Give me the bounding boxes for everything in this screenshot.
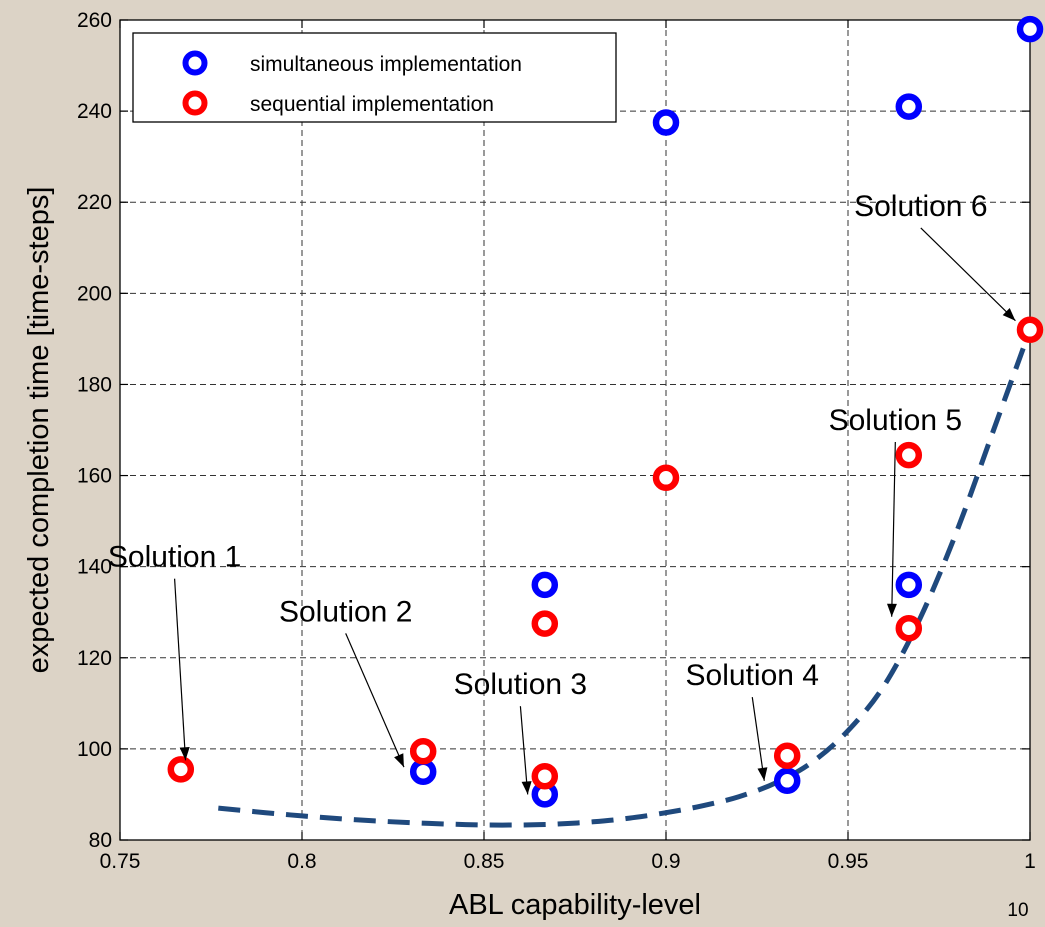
annotation-arrow-line: [891, 441, 896, 617]
annotation-label: Solution 1: [108, 541, 241, 574]
legend-marker-sequential: [182, 90, 208, 116]
annotations: Solution 1 Solution 2 Solution 3 Solution 4…: [108, 190, 1016, 795]
plot-area: [120, 20, 1030, 840]
annotation-label: Solution 5: [829, 404, 962, 437]
annotation-arrow-line: [920, 227, 1016, 322]
point-sequential: [531, 762, 559, 790]
data-points: [167, 15, 1044, 808]
annotation-arrow-line: [345, 633, 405, 768]
axis-ticks: [119, 19, 1031, 841]
y-tick-label: 120: [77, 647, 112, 670]
annotation-arrow-line: [174, 578, 187, 761]
y-tick-label: 260: [77, 9, 112, 32]
annotation-label: Solution 4: [686, 659, 819, 692]
y-tick-label: 140: [77, 556, 112, 579]
page-number: 10: [1007, 900, 1028, 921]
legend-label-simultaneous: simultaneous implementation: [250, 53, 522, 76]
y-tick-label: 240: [77, 100, 112, 123]
y-tick-label: 200: [77, 282, 112, 305]
x-tick-label: 0.8: [287, 850, 316, 873]
point-sequential: [1016, 316, 1044, 344]
legend: simultaneous implementation sequential i…: [132, 32, 617, 123]
x-axis-label: ABL capability-level: [449, 889, 701, 921]
point-sequential: [652, 464, 680, 492]
x-tick-label: 0.85: [464, 850, 505, 873]
y-tick-label: 220: [77, 191, 112, 214]
point-sequential: [531, 610, 559, 637]
annotation-arrow-head: [757, 767, 768, 781]
annotation-arrow-line: [751, 697, 765, 781]
legend-box: [132, 32, 617, 123]
point-simultaneous: [409, 758, 437, 785]
point-simultaneous: [895, 93, 923, 120]
point-simultaneous: [531, 571, 559, 599]
point-sequential: [167, 756, 195, 783]
point-simultaneous: [773, 767, 801, 795]
tick-labels: 0.75 0.8 0.85 0.9 0.95 1801001201401601802002…: [77, 9, 1036, 873]
point-sequential: [895, 441, 923, 469]
plot-frame: [119, 19, 1031, 841]
x-tick-label: 0.95: [828, 850, 869, 873]
frontier-curve: [218, 328, 1033, 828]
annotation-arrow-head: [1002, 308, 1016, 321]
legend-label-sequential: sequential implementation: [250, 93, 494, 116]
point-simultaneous: [652, 109, 680, 136]
legend-marker-simultaneous: [182, 50, 208, 76]
annotation-arrow-head: [887, 603, 897, 617]
point-simultaneous: [1016, 15, 1044, 43]
annotation-arrow-line: [519, 706, 529, 795]
x-tick-label: 0.75: [100, 850, 141, 873]
y-tick-label: 160: [77, 465, 112, 488]
annotation-label: Solution 6: [854, 190, 987, 223]
annotation-label: Solution 2: [279, 595, 412, 628]
annotation-arrow-head: [394, 753, 404, 768]
point-sequential: [409, 737, 437, 765]
annotation-arrow-head: [521, 781, 532, 795]
point-sequential: [773, 742, 801, 769]
x-tick-label: 1: [1024, 850, 1036, 873]
point-sequential: [895, 614, 923, 642]
y-axis-label: expected completion time [time-steps]: [23, 187, 55, 674]
x-tick-label: 0.9: [651, 850, 680, 873]
grid: [120, 20, 1030, 840]
y-tick-label: 180: [77, 373, 112, 396]
annotation-label: Solution 3: [454, 668, 587, 701]
y-tick-label: 100: [77, 738, 112, 761]
point-simultaneous: [895, 571, 923, 599]
annotation-arrow-head: [179, 747, 190, 761]
y-tick-label: 80: [89, 829, 112, 852]
